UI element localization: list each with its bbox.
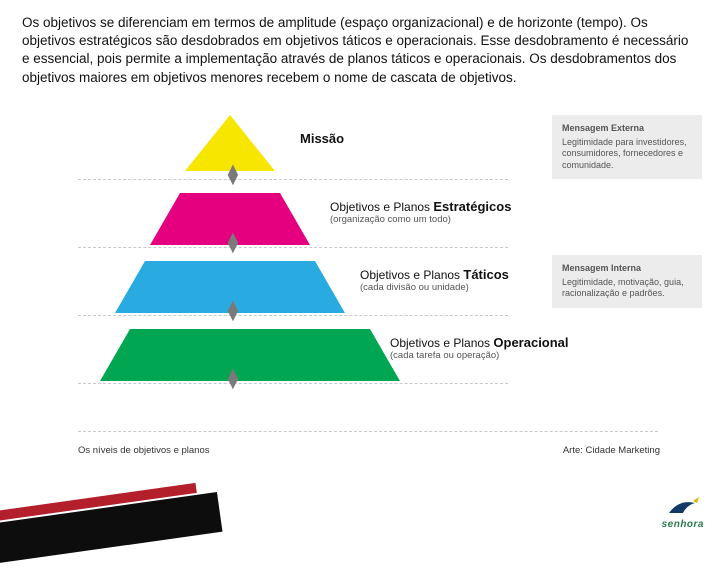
- credit-left: Os níveis de objetivos e planos: [78, 445, 210, 456]
- tier-label-missao: Missão: [300, 131, 344, 146]
- tier-label-operacional: Objetivos e Planos Operacional (cada tar…: [390, 335, 569, 361]
- dash-line: [78, 431, 658, 432]
- tier-label-tatico: Objetivos e Planos Táticos (cada divisão…: [360, 267, 509, 293]
- sidebox-heading: Mensagem Externa: [562, 123, 692, 134]
- tier-arrow-icon: ▲▼: [224, 165, 242, 185]
- tier-subtitle: (cada tarefa ou operação): [390, 350, 569, 361]
- sidebox-body: Legitimidade para investidores, consumid…: [562, 137, 692, 171]
- tier-title-plain: Objetivos e Planos: [360, 268, 463, 282]
- sidebox-external: Mensagem Externa Legitimidade para inves…: [552, 115, 702, 179]
- tier-operacional: [100, 115, 400, 381]
- tier-arrow-icon: ▲▼: [224, 369, 242, 389]
- tier-title-plain: Objetivos e Planos: [390, 336, 493, 350]
- sidebox-internal: Mensagem Interna Legitimidade, motivação…: [552, 255, 702, 308]
- credit-right: Arte: Cidade Marketing: [563, 445, 660, 456]
- tier-title: Operacional: [493, 335, 568, 350]
- brand-name: senhora: [662, 519, 704, 530]
- bird-icon: [665, 495, 701, 517]
- intro-paragraph: Os objetivos se diferenciam em termos de…: [0, 0, 720, 87]
- sidebox-heading: Mensagem Interna: [562, 263, 692, 274]
- tier-label-estrategico: Objetivos e Planos Estratégicos (organiz…: [330, 199, 511, 225]
- pyramid-figure: ▲▼ ▲▼ ▲▼ ▲▼ Missão Objetivos e Planos Es…: [0, 105, 720, 485]
- tier-arrow-icon: ▲▼: [224, 301, 242, 321]
- tier-subtitle: (cada divisão ou unidade): [360, 282, 509, 293]
- tier-title: Missão: [300, 131, 344, 146]
- tier-title: Táticos: [463, 267, 509, 282]
- tier-title: Estratégicos: [433, 199, 511, 214]
- tier-arrow-icon: ▲▼: [224, 233, 242, 253]
- tier-subtitle: (organização como um todo): [330, 214, 511, 225]
- tier-title-plain: Objetivos e Planos: [330, 200, 433, 214]
- brand-logo: senhora: [662, 495, 704, 530]
- sidebox-body: Legitimidade, motivação, guia, racionali…: [562, 277, 692, 300]
